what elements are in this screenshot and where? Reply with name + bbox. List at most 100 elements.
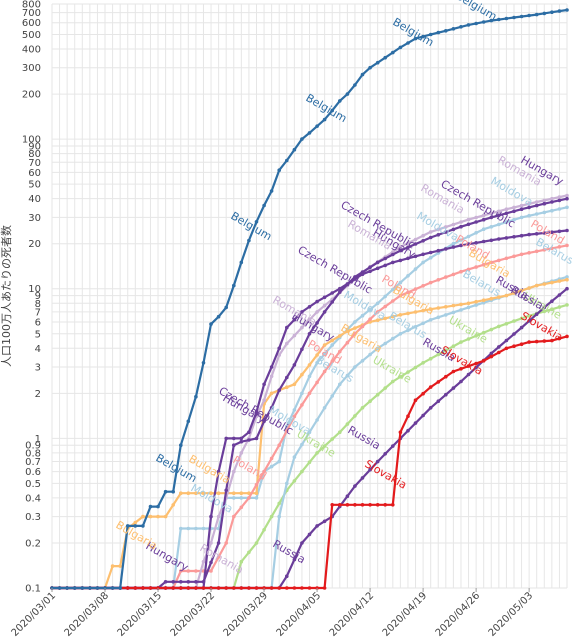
data-point — [254, 586, 259, 590]
data-point — [550, 208, 554, 213]
data-point — [428, 250, 433, 255]
data-point — [436, 352, 441, 357]
data-point — [436, 399, 441, 404]
data-point — [466, 267, 471, 272]
data-point — [451, 241, 456, 246]
data-point — [375, 459, 380, 464]
data-point — [557, 245, 562, 249]
data-point — [466, 217, 471, 222]
data-point — [269, 586, 274, 590]
data-point — [519, 252, 524, 257]
data-point — [527, 213, 531, 218]
data-point — [171, 489, 175, 494]
data-point — [383, 304, 388, 309]
data-point — [368, 399, 372, 404]
data-point — [201, 559, 206, 564]
data-point — [406, 256, 410, 261]
data-point — [133, 524, 138, 528]
data-point — [338, 286, 342, 291]
data-point — [307, 305, 312, 309]
data-point — [459, 243, 463, 248]
data-point — [421, 239, 425, 243]
data-point — [542, 248, 547, 252]
grid-layer — [51, 3, 568, 589]
data-point — [338, 334, 342, 338]
data-point — [413, 242, 418, 246]
data-point — [277, 514, 282, 519]
data-point — [512, 344, 516, 349]
data-point — [353, 83, 357, 87]
data-point — [534, 203, 539, 208]
data-point — [550, 280, 554, 285]
data-point — [519, 325, 524, 330]
data-point — [391, 252, 395, 257]
data-point — [330, 359, 335, 364]
data-point — [542, 282, 547, 286]
data-point — [254, 541, 259, 545]
data-point — [436, 227, 441, 232]
data-point — [391, 444, 395, 448]
data-point — [421, 391, 425, 396]
data-point — [201, 361, 206, 365]
data-point — [474, 361, 478, 366]
data-point — [277, 353, 282, 357]
data-point — [421, 233, 425, 238]
data-point — [497, 237, 501, 241]
data-point — [519, 203, 524, 208]
data-point — [262, 203, 266, 208]
data-point — [466, 364, 471, 368]
data-point — [216, 541, 221, 545]
data-point — [474, 334, 478, 338]
data-point — [398, 293, 403, 298]
data-point — [504, 338, 509, 343]
data-point — [292, 333, 297, 338]
data-point — [421, 308, 425, 313]
data-point — [436, 306, 441, 310]
data-point — [391, 287, 395, 292]
data-point — [497, 213, 501, 218]
data-point — [391, 379, 395, 384]
data-point — [474, 231, 478, 235]
data-point — [307, 332, 312, 336]
data-point — [421, 252, 425, 257]
data-point — [307, 391, 312, 396]
data-point — [459, 224, 463, 229]
data-point — [466, 337, 471, 341]
data-point — [459, 340, 463, 344]
data-point — [527, 13, 531, 18]
data-point — [474, 21, 478, 26]
data-point — [125, 586, 130, 590]
data-point — [550, 200, 554, 204]
data-point — [497, 209, 501, 214]
data-point — [232, 443, 236, 448]
data-point — [481, 20, 486, 24]
data-point — [292, 557, 297, 562]
data-point — [542, 210, 547, 215]
y-tick-label: 30 — [28, 213, 41, 224]
data-point — [383, 256, 388, 261]
data-point — [459, 302, 463, 307]
y-tick-label: 800 — [22, 0, 41, 11]
data-point — [80, 586, 85, 590]
data-point — [512, 319, 516, 323]
data-point — [481, 330, 486, 335]
data-point — [118, 586, 122, 590]
data-point — [421, 34, 425, 39]
data-point — [216, 586, 221, 590]
x-tick-label: 2020/03/22 — [169, 590, 218, 639]
data-point — [118, 564, 122, 568]
data-point — [398, 313, 403, 317]
data-point — [565, 334, 569, 339]
data-point — [406, 290, 410, 295]
y-tick-label: 10 — [28, 284, 41, 295]
data-point — [497, 258, 501, 263]
data-point — [550, 307, 554, 312]
y-tick-label: 500 — [22, 30, 41, 41]
data-point — [542, 201, 547, 206]
y-tick-label: 40 — [28, 194, 41, 205]
data-point — [163, 514, 168, 519]
data-point — [277, 168, 282, 172]
data-point — [542, 11, 547, 16]
data-point — [330, 291, 335, 295]
